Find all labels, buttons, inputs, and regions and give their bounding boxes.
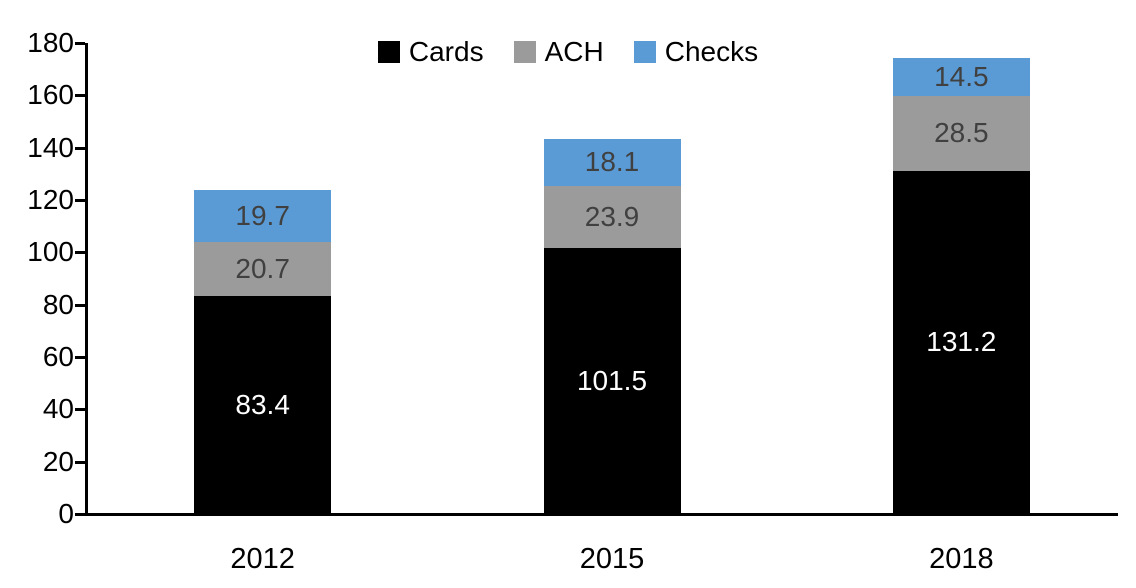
- legend-label-ach: ACH: [544, 36, 604, 67]
- y-tick-mark: [75, 251, 85, 255]
- legend-swatch-cards-icon: [377, 41, 400, 63]
- bar-value-label-ach-2018: 28.5: [934, 117, 989, 149]
- y-tick-label: 100: [27, 236, 74, 268]
- bar-value-label-cards-2018: 131.2: [926, 326, 997, 358]
- y-tick-label: 140: [27, 131, 74, 163]
- bar-segment-ach-2018: [892, 96, 1030, 171]
- y-tick-mark: [75, 303, 85, 307]
- y-tick-mark: [75, 94, 85, 98]
- bar-segment-checks-2018: [892, 58, 1030, 97]
- bar-segment-ach-2015: [543, 185, 681, 249]
- bar-value-label-checks-2015: 18.1: [584, 146, 640, 178]
- bar-value-label-checks-2012: 19.7: [235, 199, 290, 231]
- y-tick-label: 60: [42, 341, 74, 372]
- bar-value-label-checks-2018: 14.5: [934, 61, 989, 93]
- legend-item-cards: Cards: [377, 36, 484, 68]
- bar-segment-cards-2018: [892, 170, 1030, 514]
- bar-value-label-cards-2012: 83.4: [235, 388, 290, 420]
- legend-swatch-checks-icon: [633, 41, 656, 63]
- x-axis-line: [75, 513, 1118, 516]
- x-tick-label-2015: 2015: [579, 543, 645, 575]
- legend-item-ach: ACH: [513, 36, 604, 68]
- y-tick-mark: [75, 146, 85, 150]
- bar-segment-checks-2012: [194, 190, 332, 242]
- bar-value-label-cards-2015: 101.5: [576, 365, 648, 397]
- y-tick-label: 180: [27, 27, 74, 58]
- y-tick-label: 20: [42, 445, 74, 477]
- bar-segment-cards-2012: [194, 295, 332, 514]
- y-tick-mark: [75, 42, 85, 45]
- legend: Cards ACH Checks: [20, 36, 1116, 68]
- bar-value-label-ach-2015: 23.9: [584, 201, 640, 233]
- x-tick-label-2012: 2012: [230, 543, 295, 575]
- bar-segment-ach-2012: [194, 241, 332, 296]
- y-tick-label: 120: [27, 184, 74, 215]
- y-tick-mark: [75, 356, 85, 359]
- y-tick-label: 80: [42, 288, 74, 320]
- y-tick-mark: [75, 513, 85, 516]
- bar-value-label-ach-2012: 20.7: [235, 252, 290, 284]
- y-tick-label: 0: [58, 498, 74, 529]
- legend-item-checks: Checks: [633, 36, 759, 68]
- legend-swatch-ach-icon: [513, 41, 536, 63]
- y-tick-mark: [75, 460, 85, 464]
- x-tick-label-2018: 2018: [929, 543, 994, 575]
- legend-label-checks: Checks: [664, 36, 759, 67]
- y-tick-label: 160: [27, 79, 74, 111]
- bar-segment-checks-2015: [543, 138, 681, 186]
- y-tick-mark: [75, 199, 85, 202]
- bar-segment-cards-2015: [543, 248, 681, 514]
- y-tick-mark: [75, 408, 85, 412]
- legend-label-cards: Cards: [408, 36, 484, 67]
- y-tick-label: 40: [42, 393, 74, 425]
- y-axis-line: [85, 43, 88, 516]
